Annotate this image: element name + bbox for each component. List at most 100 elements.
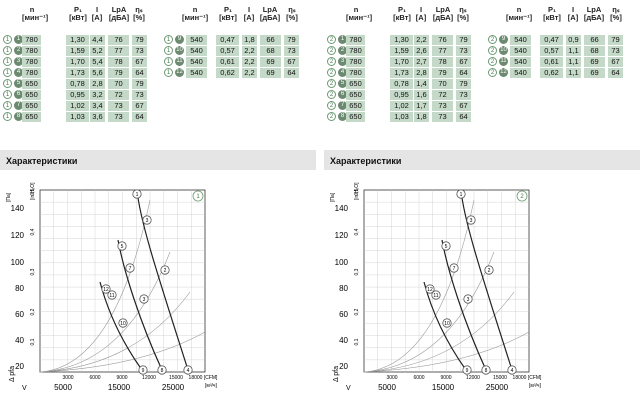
row-id-icon: 3 bbox=[338, 57, 347, 66]
section-title: Характеристики bbox=[330, 156, 402, 166]
section-title: Характеристики bbox=[6, 156, 78, 166]
header-p-label: P₁ bbox=[397, 5, 407, 14]
section-band bbox=[324, 150, 640, 170]
system-curve bbox=[363, 331, 530, 373]
cell-i: 1,1 bbox=[566, 68, 581, 78]
x-unit: [м³/ч] bbox=[205, 383, 217, 389]
row-id-open-icon: 1 bbox=[3, 90, 12, 99]
system-curve bbox=[363, 199, 475, 373]
cell-lpa: 76 bbox=[108, 35, 129, 45]
header-eta-label: ηₛ bbox=[612, 5, 620, 14]
y-tick-label: 60 bbox=[339, 310, 348, 319]
row-id-icon: 4 bbox=[14, 68, 23, 77]
cell-i: 2,2 bbox=[242, 46, 257, 56]
x-tick-cfm: 12000 bbox=[142, 375, 156, 381]
y2-tick-label: 0,1 bbox=[30, 338, 36, 345]
header-lpa: LpA [дБА] bbox=[108, 6, 130, 22]
x-tick-cfm: 6000 bbox=[89, 375, 100, 381]
cell-eta: 79 bbox=[132, 35, 147, 45]
y-tick-label: 140 bbox=[11, 204, 25, 213]
operating-point bbox=[157, 365, 167, 375]
y-unit: [Па] bbox=[330, 192, 336, 202]
operating-point-label: 7 bbox=[453, 266, 456, 272]
y-tick-label: 60 bbox=[15, 310, 24, 319]
cell-eta: 64 bbox=[284, 68, 299, 78]
cell-lpa: 73 bbox=[432, 101, 453, 111]
cell-lpa: 76 bbox=[432, 35, 453, 45]
operating-point bbox=[441, 241, 451, 251]
cell-eta: 67 bbox=[608, 57, 623, 67]
cell-p: 1,59 bbox=[390, 46, 413, 56]
cell-p: 0,78 bbox=[66, 79, 89, 89]
cell-n: 780 bbox=[22, 68, 41, 78]
cell-p: 1,59 bbox=[66, 46, 89, 56]
cell-i: 3,2 bbox=[90, 90, 105, 100]
x-tick-cfm: 15000 bbox=[169, 375, 183, 381]
header-p-unit: [кВт] bbox=[543, 13, 561, 22]
operating-point-label: 12 bbox=[427, 287, 433, 293]
x-tick-m3h: 5000 bbox=[378, 383, 396, 392]
cell-p: 1,70 bbox=[390, 57, 413, 67]
cell-n: 780 bbox=[346, 68, 365, 78]
header-eta-unit: [%] bbox=[457, 13, 469, 22]
y2-tick-label: 0,3 bbox=[354, 268, 360, 275]
header-lpa-label: LpA bbox=[435, 5, 451, 14]
header-i-2: I [A] bbox=[566, 6, 580, 22]
operating-point bbox=[425, 284, 435, 294]
cell-i: 4,4 bbox=[90, 35, 105, 45]
operating-point-label: 3 bbox=[470, 218, 473, 224]
operating-point bbox=[183, 365, 193, 375]
cell-p: 1,73 bbox=[66, 68, 89, 78]
cell-n: 650 bbox=[22, 90, 41, 100]
x-tick-cfm: 6000 bbox=[413, 375, 424, 381]
operating-point bbox=[132, 189, 142, 199]
header-lpa-label: LpA bbox=[262, 5, 278, 14]
y-tick-label: 80 bbox=[339, 284, 348, 293]
row-id-icon: 3 bbox=[14, 57, 23, 66]
header-p-2: P₁ [кВт] bbox=[540, 6, 564, 22]
header-lpa-label: LpA bbox=[586, 5, 602, 14]
operating-point-label: 3 bbox=[467, 297, 470, 303]
operating-point bbox=[463, 294, 473, 304]
header-lpa-unit: [дБА] bbox=[108, 13, 130, 22]
y2-unit: [in H₂O] bbox=[354, 182, 360, 200]
row-id-open-icon: 2 bbox=[488, 35, 497, 44]
row-id-icon: 5 bbox=[14, 79, 23, 88]
cell-lpa: 79 bbox=[108, 68, 129, 78]
row-id-open-icon: 1 bbox=[164, 46, 173, 55]
operating-point-label: 1 bbox=[136, 192, 139, 198]
cell-eta: 64 bbox=[456, 68, 471, 78]
cell-eta: 73 bbox=[608, 46, 623, 56]
x-tick-cfm: 12000 bbox=[466, 375, 480, 381]
header-eta: ηₛ [%] bbox=[132, 6, 146, 22]
operating-point bbox=[456, 189, 466, 199]
cell-n: 780 bbox=[22, 35, 41, 45]
y-axis-label: Δ pfa bbox=[333, 366, 340, 382]
operating-point bbox=[466, 215, 476, 225]
header-n-label: n bbox=[516, 5, 522, 14]
cell-n: 540 bbox=[510, 35, 531, 45]
x-tick-m3h: 15000 bbox=[432, 383, 455, 392]
operating-point-label: 4 bbox=[187, 368, 190, 374]
operating-point bbox=[484, 265, 494, 275]
row-id-open-icon: 1 bbox=[3, 57, 12, 66]
operating-point-label: 1 bbox=[460, 192, 463, 198]
panel-1: n [мин⁻¹] P₁ [кВт] I [A] LpA [дБА] ηₛ [%] n [м… bbox=[0, 0, 316, 400]
cell-lpa: 78 bbox=[108, 57, 129, 67]
cell-n: 650 bbox=[346, 90, 365, 100]
fan-curve-650 bbox=[117, 239, 163, 371]
header-n-unit: [мин⁻¹] bbox=[22, 13, 49, 22]
operating-point-label: 11 bbox=[109, 293, 114, 299]
header-eta-2: ηₛ [%] bbox=[284, 6, 300, 22]
operating-point-label: 12 bbox=[103, 287, 109, 293]
system-curve bbox=[39, 291, 191, 373]
cell-p: 1,03 bbox=[66, 112, 89, 122]
cell-eta: 64 bbox=[456, 112, 471, 122]
section-band bbox=[0, 150, 316, 170]
operating-point bbox=[442, 318, 452, 328]
x-axis-label: V bbox=[22, 385, 27, 392]
operating-point-label: 5 bbox=[121, 244, 124, 250]
x-axis-label: V bbox=[346, 385, 351, 392]
header-p-unit: [кВт] bbox=[393, 13, 411, 22]
y-tick-label: 120 bbox=[335, 231, 349, 240]
